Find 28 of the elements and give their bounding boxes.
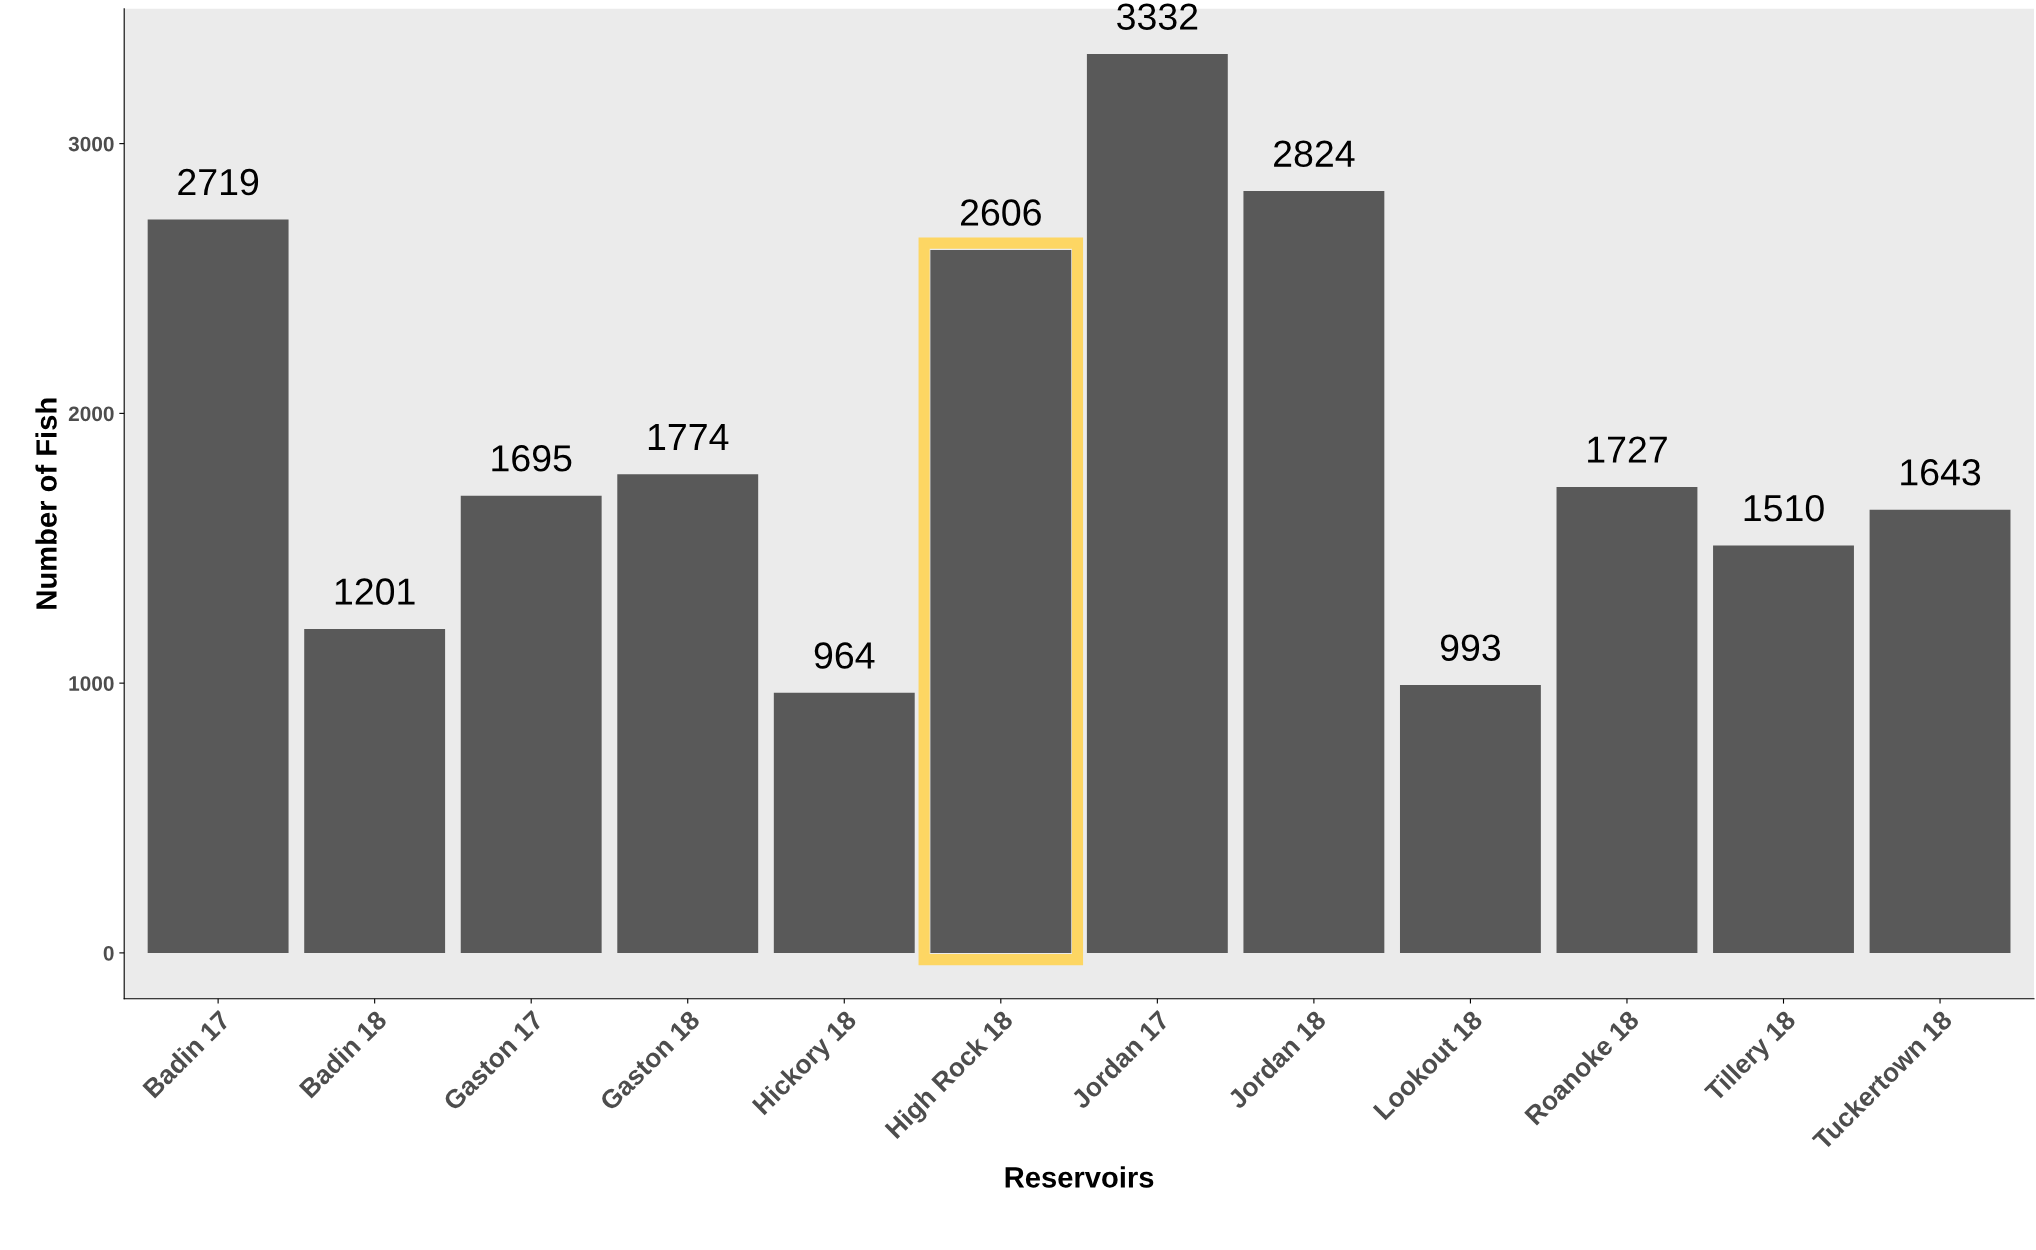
data-label: 993	[1440, 634, 1501, 661]
x-axis-title: Reservoirs	[1005, 1166, 1154, 1188]
bar	[1713, 545, 1854, 953]
bar	[460, 495, 602, 953]
data-label: 3332	[1117, 3, 1198, 30]
bar	[304, 628, 446, 953]
y-tick-label: 2000	[68, 406, 114, 422]
y-axis-title: Number of Fish	[35, 398, 57, 609]
data-label: 1201	[335, 578, 415, 605]
bar	[773, 692, 915, 953]
data-label: 2719	[178, 168, 259, 196]
data-label: 1774	[648, 424, 729, 450]
y-tick-label: 1000	[69, 676, 114, 691]
data-label: 964	[814, 642, 875, 669]
data-label: 2824	[1274, 140, 1355, 168]
bar	[147, 219, 289, 953]
data-label: 1510	[1744, 494, 1824, 522]
data-label: 1727	[1588, 436, 1667, 463]
data-label: 1695	[492, 445, 572, 472]
y-tick-label: 0	[103, 945, 114, 961]
bar	[1243, 191, 1385, 953]
y-tick-label: 3000	[68, 136, 114, 152]
bar	[1399, 685, 1541, 953]
bar	[617, 474, 759, 953]
bar	[1869, 509, 2011, 953]
data-label: 2606	[960, 199, 1041, 226]
data-label: 1643	[1901, 459, 1981, 486]
bar	[1556, 487, 1698, 953]
